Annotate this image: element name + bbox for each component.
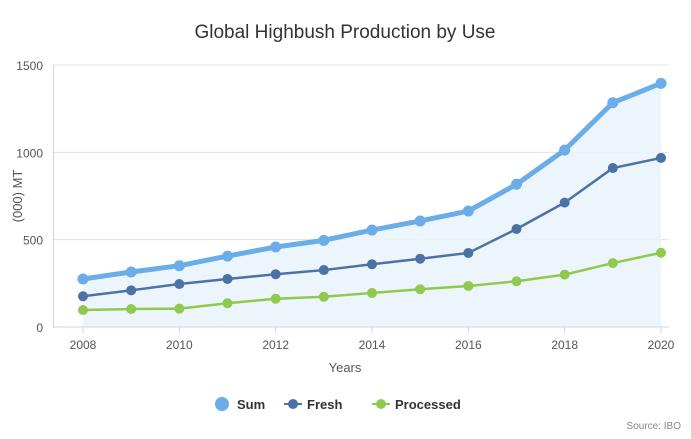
- processed-data-point: [78, 305, 88, 316]
- x-tick-label: 2020: [648, 338, 675, 352]
- sum-data-point: [462, 205, 474, 217]
- fresh-data-point: [174, 279, 185, 290]
- fresh-data-point: [607, 163, 618, 174]
- source-note: Source: IBO: [627, 421, 682, 432]
- sum-data-point: [222, 250, 233, 262]
- x-tick-label: 2014: [359, 338, 386, 352]
- fresh-data-point: [318, 265, 329, 276]
- y-tick-label: 500: [23, 234, 43, 248]
- sum-data-point: [655, 77, 667, 89]
- fresh-data-point: [656, 152, 666, 163]
- y-tick-label: 1000: [16, 146, 43, 160]
- fresh-data-point: [222, 273, 233, 284]
- sum-data-point: [511, 178, 522, 190]
- processed-data-point: [126, 304, 137, 315]
- legend-label: Sum: [237, 397, 265, 412]
- sum-data-point: [318, 234, 330, 246]
- fresh-data-point: [126, 285, 137, 296]
- y-tick-label: 1500: [16, 59, 43, 73]
- legend-label: Processed: [395, 397, 461, 412]
- processed-data-point: [174, 303, 185, 314]
- x-tick-label: 2008: [70, 338, 97, 352]
- sum-data-point: [125, 266, 137, 278]
- processed-data-point: [607, 258, 618, 269]
- processed-data-point: [656, 247, 666, 258]
- processed-data-point: [559, 269, 570, 280]
- legend-label: Fresh: [307, 397, 342, 412]
- sum-data-point: [607, 97, 619, 109]
- processed-data-point: [270, 293, 281, 304]
- fresh-data-point: [463, 247, 474, 258]
- processed-data-point: [222, 298, 233, 309]
- sum-data-point: [414, 215, 426, 227]
- y-axis-line: [53, 65, 54, 328]
- chart-title: Global Highbush Production by Use: [194, 22, 495, 43]
- fresh-data-point: [415, 253, 426, 264]
- sum-area: [83, 83, 661, 327]
- x-tick-label: 2018: [551, 338, 578, 352]
- fresh-data-point: [511, 224, 522, 235]
- sum-data-point: [559, 144, 571, 156]
- processed-data-point: [415, 284, 426, 295]
- processed-data-point: [463, 280, 474, 291]
- y-axis-label: (000) MT: [10, 170, 25, 223]
- x-axis-label: Years: [329, 360, 362, 375]
- legend-marker: [376, 399, 386, 409]
- fresh-data-point: [78, 291, 88, 302]
- processed-data-point: [511, 276, 522, 287]
- fresh-data-point: [367, 259, 377, 270]
- x-tick-label: 2010: [166, 338, 193, 352]
- legend-marker: [215, 397, 229, 411]
- sum-data-point: [366, 224, 378, 236]
- y-tick-label: 0: [36, 321, 43, 335]
- x-tick-label: 2016: [455, 338, 482, 352]
- legend-item-sum[interactable]: Sum: [215, 397, 265, 412]
- fresh-data-point: [270, 269, 281, 280]
- legend-marker: [288, 399, 298, 409]
- processed-data-point: [318, 291, 329, 302]
- legend-item-fresh[interactable]: Fresh: [284, 397, 342, 412]
- sum-data-point: [173, 260, 185, 272]
- sum-data-point: [270, 241, 282, 253]
- sum-data-point: [77, 273, 89, 285]
- processed-data-point: [367, 287, 377, 298]
- x-tick-label: 2012: [262, 338, 289, 352]
- fresh-data-point: [559, 197, 570, 208]
- legend-item-processed[interactable]: Processed: [372, 397, 461, 412]
